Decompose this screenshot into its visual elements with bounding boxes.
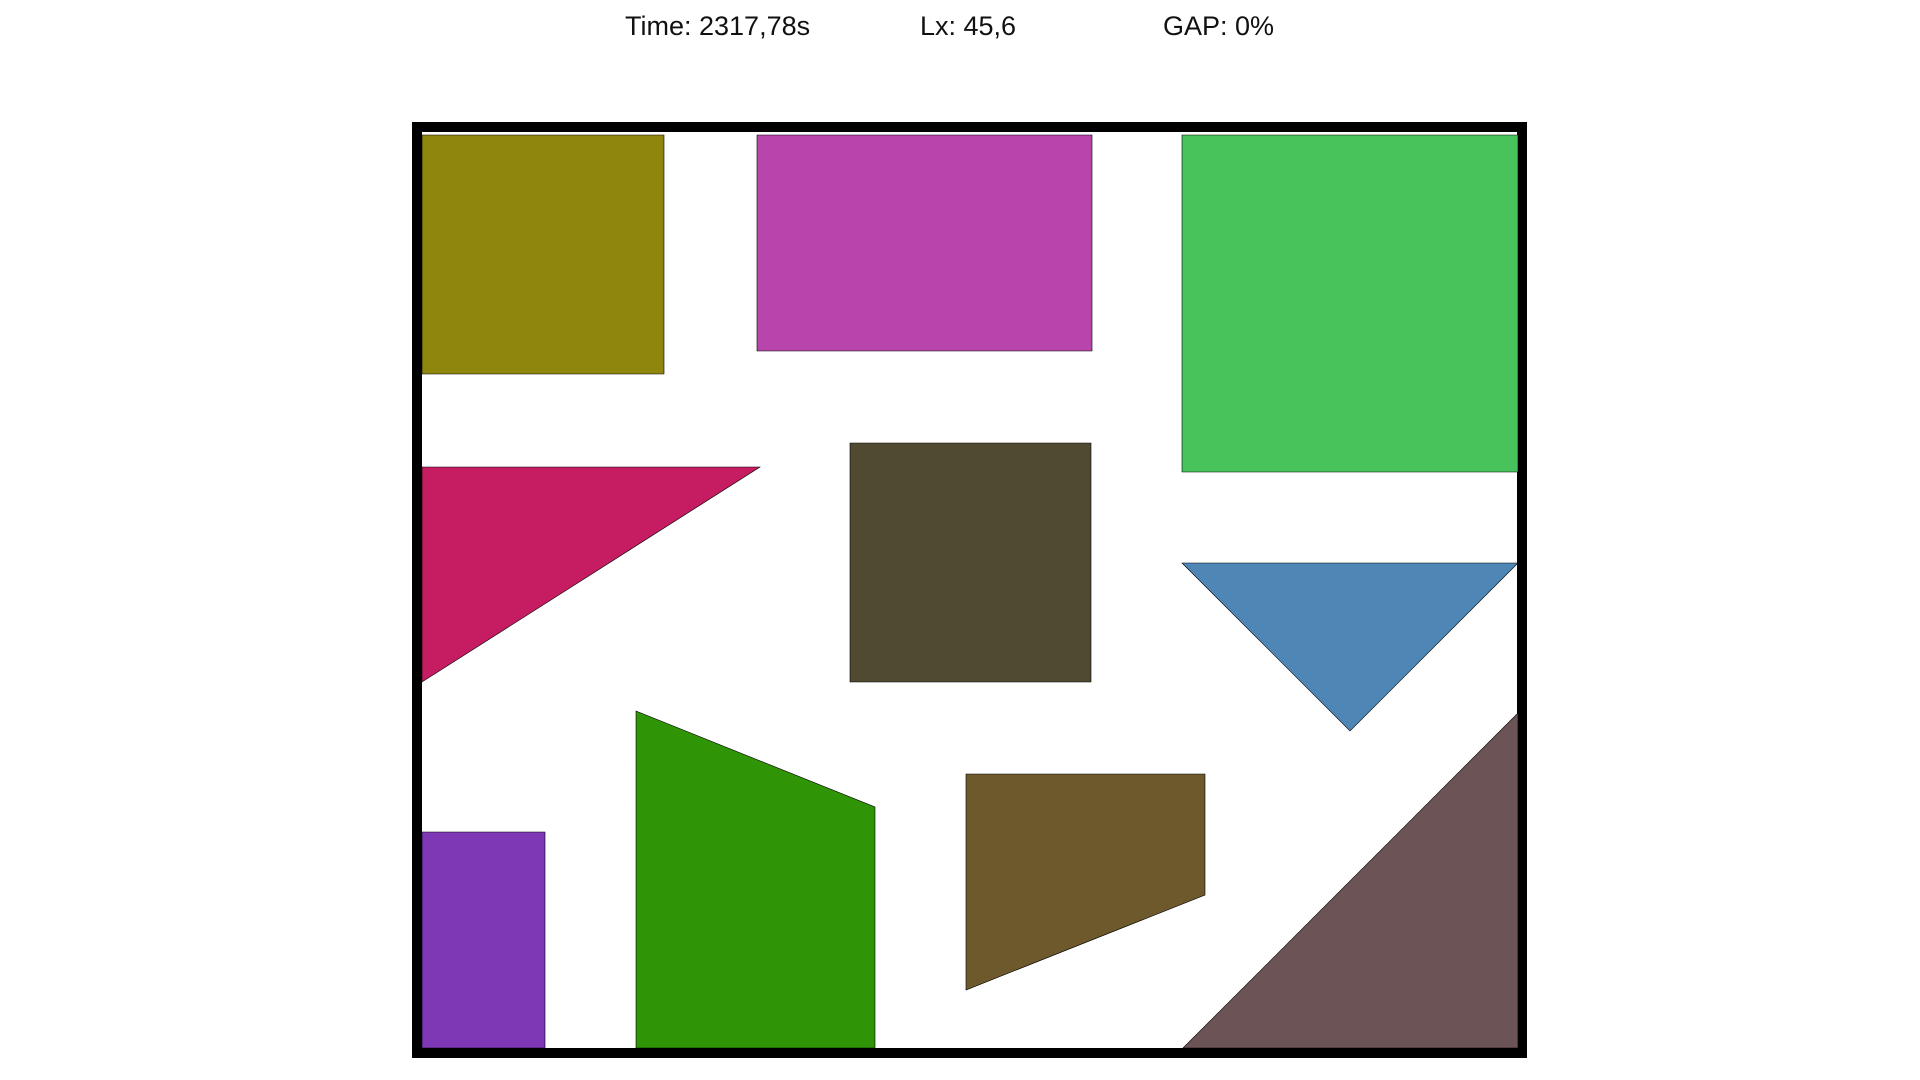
- green-rectangle-piece: [1181, 134, 1519, 473]
- container-border: [412, 122, 1527, 1058]
- mauve-triangle-piece: [1182, 712, 1519, 1049]
- purple-rectangle-piece: [421, 831, 546, 1049]
- dark-green-trapezoid-piece: [635, 710, 876, 1049]
- magenta-rectangle-piece: [756, 134, 1093, 352]
- olive-rectangle-piece: [421, 134, 665, 375]
- gap-readout: GAP: 0%: [1163, 11, 1275, 41]
- steel-blue-triangle-piece: [1181, 562, 1519, 732]
- pieces-layer: [421, 134, 1519, 1049]
- brown-trapezoid-piece: [965, 773, 1206, 991]
- lx-readout: Lx: 45,6: [920, 11, 1017, 41]
- time-readout: Time: 2317,78s: [625, 11, 811, 41]
- dark-olive-square-piece: [849, 442, 1092, 683]
- crimson-triangle-piece: [421, 466, 762, 683]
